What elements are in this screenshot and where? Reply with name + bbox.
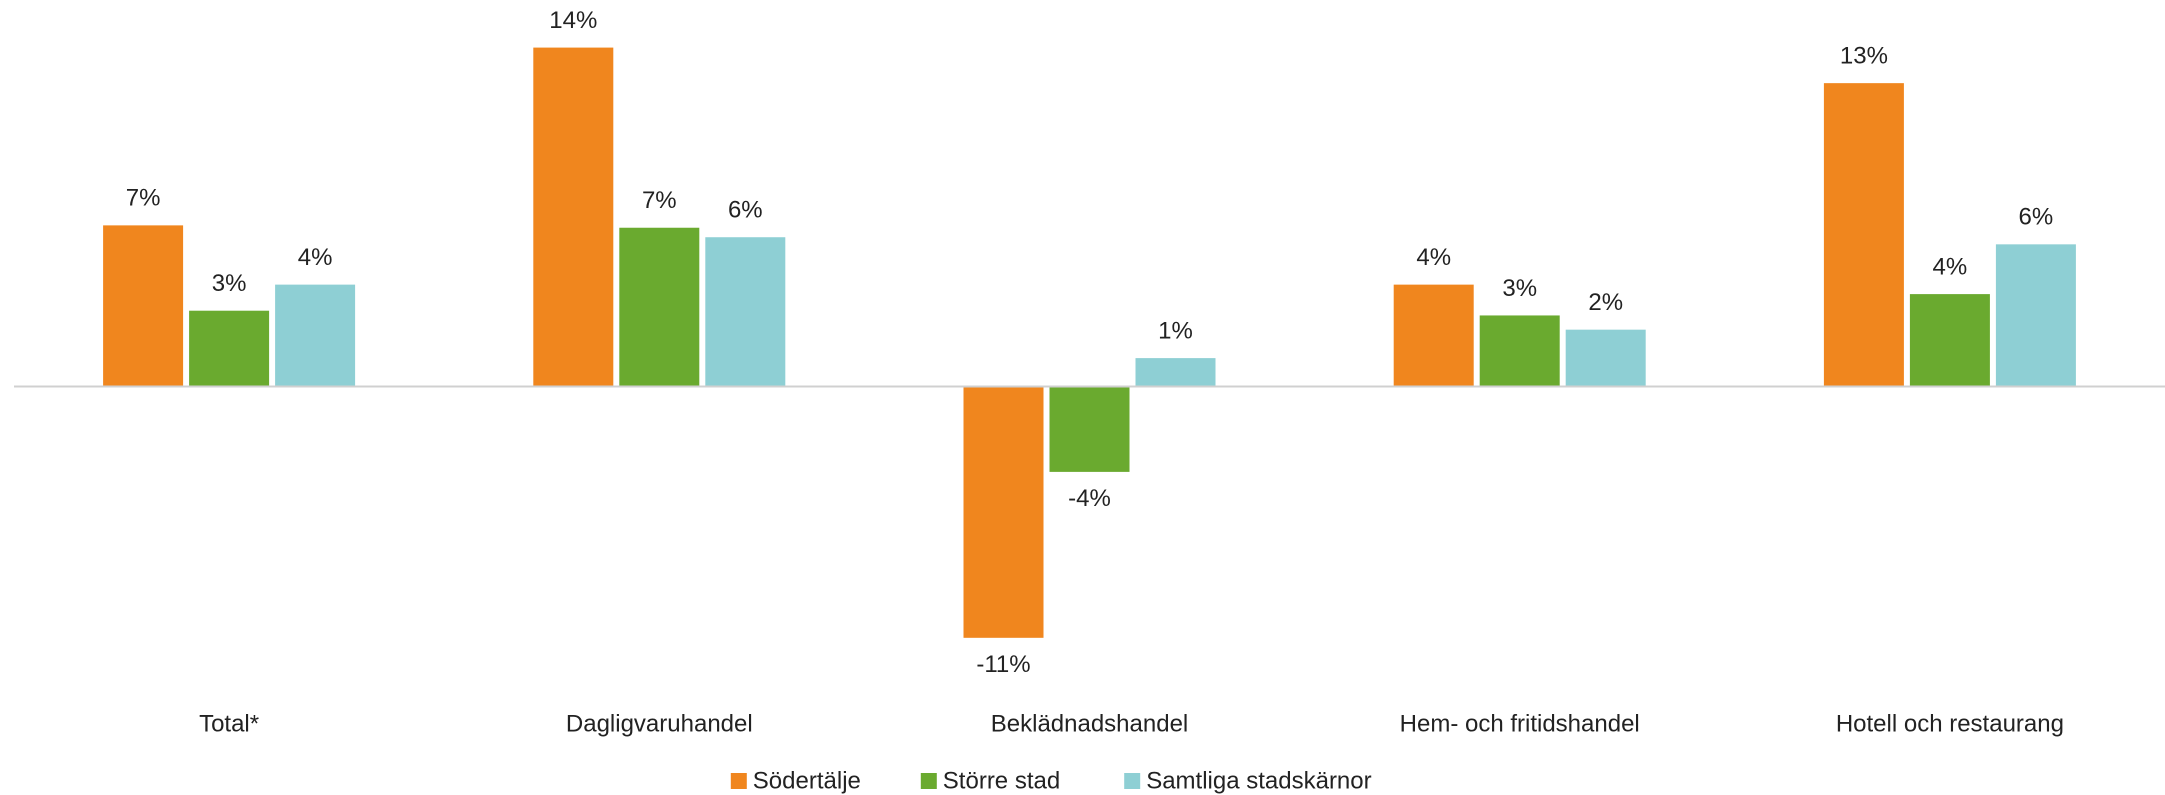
bar: [1565, 329, 1646, 387]
legend-swatch: [920, 773, 937, 789]
bar: [619, 227, 700, 387]
data-label: 7%: [126, 185, 161, 212]
bar: [1823, 83, 1904, 387]
bar: [1049, 386, 1130, 472]
bar: [705, 237, 786, 387]
data-label: 7%: [642, 187, 677, 214]
x-tick-label: Dagligvaruhandel: [566, 710, 753, 737]
bar: [533, 47, 614, 387]
data-label: 4%: [298, 244, 333, 271]
legend-label: Samtliga stadskärnor: [1146, 767, 1371, 794]
data-label: 4%: [1416, 244, 1451, 271]
x-tick-label: Beklädnadshandel: [991, 710, 1189, 737]
bar: [1995, 244, 2076, 387]
data-label: -4%: [1068, 485, 1111, 512]
data-label: 6%: [728, 197, 763, 224]
bar: [103, 225, 184, 387]
bar: [1393, 284, 1474, 387]
bar: [1909, 294, 1990, 387]
x-tick-label: Total*: [199, 710, 259, 737]
data-label: 3%: [212, 270, 247, 297]
data-label: 3%: [1502, 275, 1537, 302]
legend-swatch: [730, 773, 747, 789]
bar: [963, 386, 1044, 638]
bar: [1135, 358, 1216, 387]
data-label: 1%: [1158, 317, 1193, 344]
legend-swatch: [1124, 773, 1141, 789]
data-label: 4%: [1933, 253, 1968, 280]
data-label: 2%: [1588, 289, 1623, 316]
bar: [1479, 315, 1560, 387]
x-tick-label: Hem- och fritidshandel: [1400, 710, 1640, 737]
bar: [189, 310, 270, 387]
data-label: 13%: [1840, 42, 1888, 69]
legend-label: Södertälje: [753, 767, 861, 794]
x-tick-label: Hotell och restaurang: [1836, 710, 2064, 737]
data-label: 6%: [2019, 204, 2054, 231]
data-label: 14%: [549, 7, 597, 34]
bar: [275, 284, 356, 387]
legend-label: Större stad: [943, 767, 1060, 794]
data-label: -11%: [976, 651, 1030, 678]
